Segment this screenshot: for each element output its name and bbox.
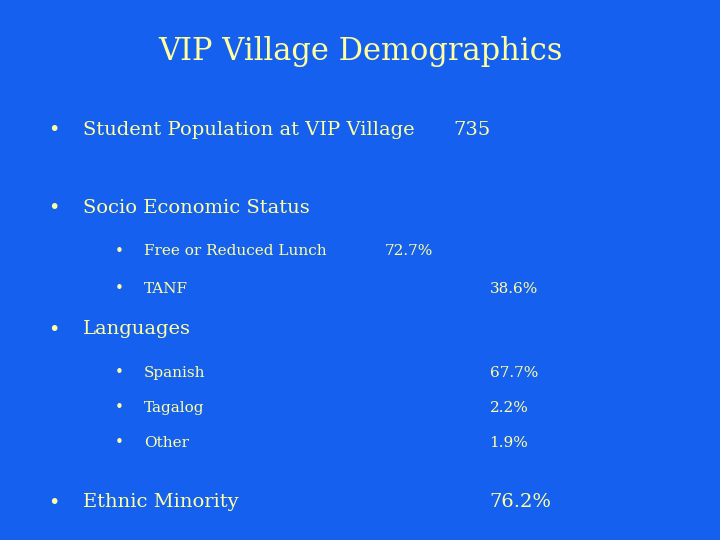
Text: •: • [48, 120, 60, 139]
Text: 76.2%: 76.2% [490, 493, 552, 511]
Text: •: • [48, 198, 60, 218]
Text: 72.7%: 72.7% [385, 244, 433, 258]
Text: Other: Other [144, 436, 189, 450]
Text: •: • [114, 365, 123, 380]
Text: •: • [114, 435, 123, 450]
Text: Ethnic Minority: Ethnic Minority [83, 493, 238, 511]
Text: 1.9%: 1.9% [490, 436, 528, 450]
Text: Tagalog: Tagalog [144, 401, 204, 415]
Text: Student Population at VIP Village: Student Population at VIP Village [83, 120, 415, 139]
Text: 735: 735 [454, 120, 491, 139]
Text: •: • [48, 320, 60, 339]
Text: VIP Village Demographics: VIP Village Demographics [158, 36, 562, 67]
Text: Socio Economic Status: Socio Economic Status [83, 199, 310, 217]
Text: 38.6%: 38.6% [490, 282, 538, 296]
Text: 2.2%: 2.2% [490, 401, 528, 415]
Text: Languages: Languages [83, 320, 191, 339]
Text: •: • [114, 400, 123, 415]
Text: •: • [114, 281, 123, 296]
Text: 67.7%: 67.7% [490, 366, 538, 380]
Text: TANF: TANF [144, 282, 188, 296]
Text: •: • [114, 244, 123, 259]
Text: Free or Reduced Lunch: Free or Reduced Lunch [144, 244, 327, 258]
Text: •: • [48, 492, 60, 512]
Text: Spanish: Spanish [144, 366, 205, 380]
